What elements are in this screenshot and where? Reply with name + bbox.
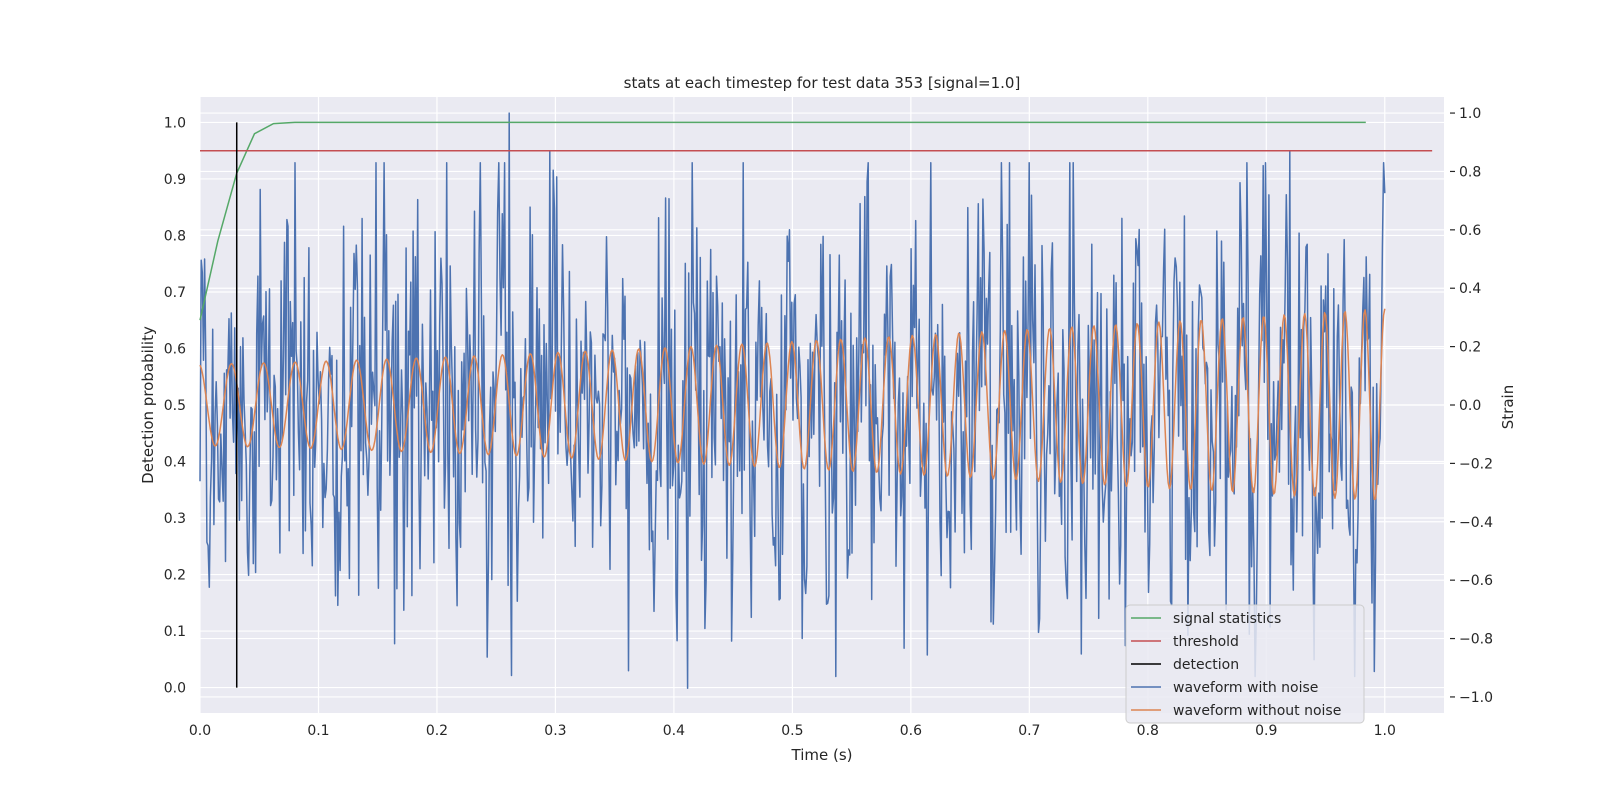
x-axis-label: Time (s) [791,746,853,764]
x-tick-label: 0.9 [1255,723,1277,739]
signal-statistics-line [199,121,1366,321]
y2-tick-label: 0.0 [1459,398,1481,414]
legend-label-waveform-without-noise: waveform without noise [1173,703,1341,719]
x-tick-label: 0.0 [189,723,211,739]
y2-tick-label: 0.4 [1459,281,1481,297]
y2-tick-label: −0.6 [1459,573,1493,589]
y-tick-label: 0.3 [164,511,186,527]
legend: signal statistics threshold detection wa… [1125,604,1365,724]
series-waveform-with-noise [199,112,1386,689]
waveform-with-noise-line [199,112,1386,689]
y-tick-label: 0.9 [164,172,186,188]
y-tick-label: 0.0 [164,681,186,697]
y2-tick-label: 0.8 [1459,164,1481,180]
legend-label-waveform-with-noise: waveform with noise [1173,680,1318,696]
x-tick-label: 0.7 [1018,723,1040,739]
y-tick-label: 0.1 [164,624,186,640]
x-tick-label: 0.8 [1137,723,1159,739]
y2-axis-label: Strain [1499,385,1517,429]
legend-label-threshold: threshold [1173,634,1239,650]
series-waveform-without-noise [199,308,1386,501]
y-axis-ticks: 0.0 0.1 0.2 0.3 0.4 0.5 0.6 0.7 0.8 0.9 1.0 [164,115,186,696]
legend-label-signal-statistics: signal statistics [1173,611,1281,627]
x-tick-label: 0.4 [663,723,685,739]
y2-tick-label: 0.6 [1459,223,1481,239]
x-axis-ticks: 0.0 0.1 0.2 0.3 0.4 0.5 0.6 0.7 0.8 0.9 1.0 [189,723,1396,739]
x-tick-label: 0.5 [781,723,803,739]
y2-tick-label: −0.8 [1459,632,1493,648]
x-tick-label: 0.2 [426,723,448,739]
legend-box [1125,604,1365,724]
y-tick-label: 0.8 [164,228,186,244]
waveform-without-noise-line [199,308,1386,501]
y-tick-label: 0.4 [164,455,186,471]
y-tick-label: 0.7 [164,285,186,301]
y-tick-label: 1.0 [164,115,186,131]
y2-tick-label: −0.4 [1459,515,1493,531]
y2-tick-label: 1.0 [1459,106,1481,122]
y-tick-label: 0.5 [164,398,186,414]
x-tick-label: 1.0 [1374,723,1396,739]
x-tick-label: 0.6 [900,723,922,739]
y-tick-label: 0.2 [164,568,186,584]
series-signal-statistics [199,121,1366,321]
y2-axis-ticks: −1.0 −0.8 −0.6 −0.4 −0.2 0.0 0.2 0.4 0.6 0.8 1.0 [1450,106,1493,706]
x-tick-label: 0.3 [544,723,566,739]
y-tick-label: 0.6 [164,341,186,357]
x-tick-label: 0.1 [307,723,329,739]
y2-tick-label: 0.2 [1459,340,1481,356]
y2-tick-label: −1.0 [1459,690,1493,706]
y-axis-label: Detection probability [139,326,157,484]
chart-title: stats at each timestep for test data 353… [624,74,1021,92]
y2-tick-label: −0.2 [1459,456,1493,472]
legend-label-detection: detection [1173,657,1239,673]
